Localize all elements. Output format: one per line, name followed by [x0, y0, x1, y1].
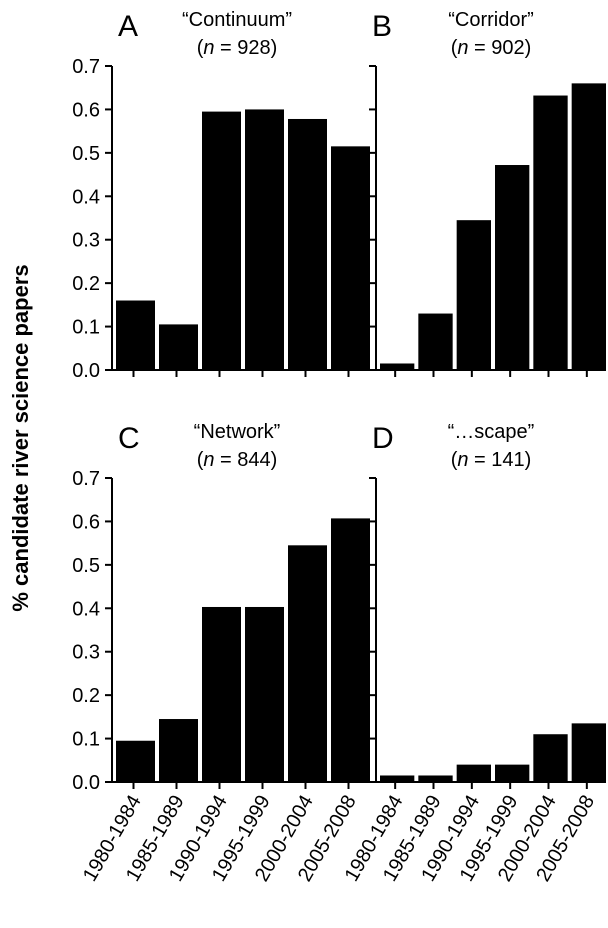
y-tick-label: 0.1: [72, 729, 100, 751]
panel-letter: A: [118, 10, 138, 43]
subtitle-n: n: [203, 449, 214, 471]
bar-2005-2008: [571, 723, 606, 782]
y-tick-label: 0.7: [72, 56, 100, 78]
bar-1985-1989: [159, 719, 198, 782]
bar-1995-1999: [495, 764, 530, 782]
panels: A “Continuum”(n = 928)0.00.10.20.30.40.50…: [72, 9, 606, 885]
y-axis-label: % candidate river science papers: [8, 264, 33, 611]
y-tick-label: 0.0: [72, 772, 100, 794]
y-tick-label: 0.4: [72, 186, 100, 208]
panel-title: “Continuum”: [182, 9, 292, 31]
y-tick-label: 0.2: [72, 273, 100, 295]
subtitle-suffix: = 141): [468, 449, 531, 471]
y-tick-label: 0.0: [72, 360, 100, 382]
subtitle-prefix: (: [197, 449, 204, 471]
y-tick-label: 0.1: [72, 317, 100, 339]
panel-b: B “Corridor” (n = 902): [369, 9, 606, 377]
bar-1990-1994: [202, 606, 241, 782]
bar-1980-1984: [380, 363, 415, 370]
bar-2000-2004: [533, 95, 568, 370]
bar-1990-1994: [202, 111, 241, 370]
bar-1995-1999: [495, 165, 530, 370]
bar-1980-1984: [116, 740, 155, 782]
bar-2005-2008: [571, 83, 606, 370]
bar-1985-1989: [418, 313, 453, 370]
panel-subtitle: (n = 141): [451, 449, 532, 471]
y-tick-label: 0.2: [72, 685, 100, 707]
y-tick-label: 0.3: [72, 230, 100, 252]
panel-d: D “…scape”(n = 141)1980-19841985-19891990…: [341, 421, 606, 885]
subtitle-n: n: [203, 37, 214, 59]
panel-c: C “Network” (n = 844) 0.0 0.1 0.2 0.3 0.4 0.5 0.6…: [72, 421, 370, 885]
y-tick-label: 0.6: [72, 99, 100, 121]
panel-letter: C: [118, 422, 140, 455]
subtitle-n: n: [457, 449, 468, 471]
bar-1995-1999: [245, 606, 284, 782]
y-tick-label: 0.7: [72, 468, 100, 490]
panel-subtitle: (n = 844): [197, 449, 278, 471]
subtitle-n: n: [457, 37, 468, 59]
bar-2005-2008: [331, 146, 370, 370]
subtitle-suffix: = 902): [468, 37, 531, 59]
bar-1990-1994: [456, 220, 491, 370]
panel-title: “…scape”: [448, 421, 535, 443]
bar-2000-2004: [288, 118, 327, 371]
bar-1995-1999: [245, 109, 284, 370]
y-tick-label: 0.3: [72, 642, 100, 664]
panel-letter: B: [372, 10, 392, 43]
y-tick-label: 0.5: [72, 555, 100, 577]
bar-1990-1994: [456, 764, 491, 782]
subtitle-prefix: (: [451, 449, 458, 471]
y-tick-label: 0.6: [72, 511, 100, 533]
bar-1980-1984: [380, 775, 415, 782]
y-tick-label: 0.4: [72, 598, 100, 620]
bar-1985-1989: [159, 324, 198, 370]
bar-2005-2008: [331, 518, 370, 782]
bar-2000-2004: [533, 734, 568, 782]
panel-subtitle: (n = 928): [197, 37, 278, 59]
bar-1985-1989: [418, 775, 453, 782]
subtitle-prefix: (: [197, 37, 204, 59]
y-tick-label: 0.5: [72, 143, 100, 165]
panel-subtitle: (n = 902): [451, 37, 532, 59]
subtitle-prefix: (: [451, 37, 458, 59]
subtitle-suffix: = 844): [214, 449, 277, 471]
panel-a: A “Continuum” (n = 928) 0.0 0.1 0.2 0.3 0.4 0.5 0…: [72, 9, 370, 382]
panel-letter: D: [372, 422, 394, 455]
panel-title: “Network”: [194, 421, 281, 443]
subtitle-suffix: = 928): [214, 37, 277, 59]
panel-title: “Corridor”: [448, 9, 534, 31]
bar-1980-1984: [116, 300, 155, 370]
bar-2000-2004: [288, 545, 327, 782]
